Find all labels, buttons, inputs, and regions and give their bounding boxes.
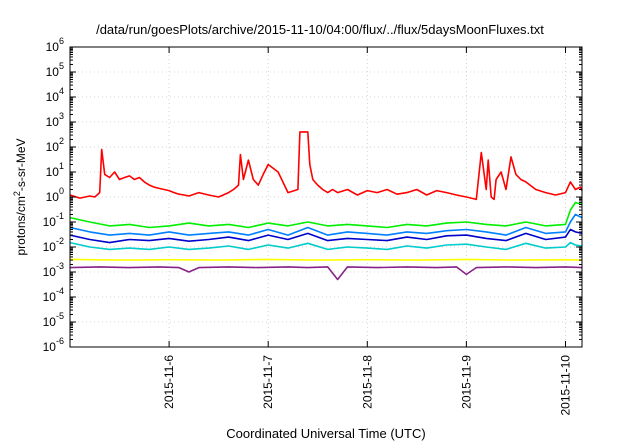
y-tick-label: 10-3 <box>43 261 64 279</box>
x-axis-ticks: 2015-11-6 2015-11-7 2015-11-8 2015-11-9 2015… <box>162 47 572 416</box>
y-axis-label: protons/cm2-s-sr-MeV <box>12 138 28 256</box>
y-tick-label: 103 <box>46 111 64 129</box>
series-line <box>69 131 583 201</box>
series-line <box>69 213 583 236</box>
series-line <box>69 258 583 261</box>
x-tick-label: 2015-11-8 <box>360 355 374 409</box>
series-group <box>69 131 583 281</box>
y-tick-label: 101 <box>46 161 64 179</box>
grid-lines <box>70 47 582 347</box>
x-tick-label: 2015-11-10 <box>558 355 572 416</box>
series-line <box>69 201 583 229</box>
x-tick-label: 2015-11-9 <box>459 355 473 409</box>
x-tick-label: 2015-11-6 <box>162 355 176 409</box>
x-axis-label: Coordinated Universal Time (UTC) <box>226 426 426 441</box>
series-line <box>69 266 583 281</box>
y-tick-label: 10-6 <box>43 336 64 354</box>
chart-title: /data/run/goesPlots/archive/2015-11-10/0… <box>96 22 544 37</box>
y-tick-label: 106 <box>46 36 64 54</box>
y-tick-label: 10-1 <box>43 211 64 229</box>
series-line <box>69 241 583 251</box>
y-tick-label: 104 <box>46 86 64 104</box>
y-tick-label: 10-2 <box>43 236 64 254</box>
series-line <box>69 228 583 244</box>
y-tick-label: 10-5 <box>43 311 64 329</box>
y-tick-label: 10-4 <box>43 286 64 304</box>
y-tick-label: 102 <box>46 136 64 154</box>
y-tick-label: 105 <box>46 61 64 79</box>
y-tick-label: 100 <box>46 186 64 204</box>
x-tick-label: 2015-11-7 <box>261 355 275 409</box>
y-axis-ticks: 106 105 104 103 102 101 100 10-1 10-2 10-3 10-4 10-… <box>43 36 582 354</box>
